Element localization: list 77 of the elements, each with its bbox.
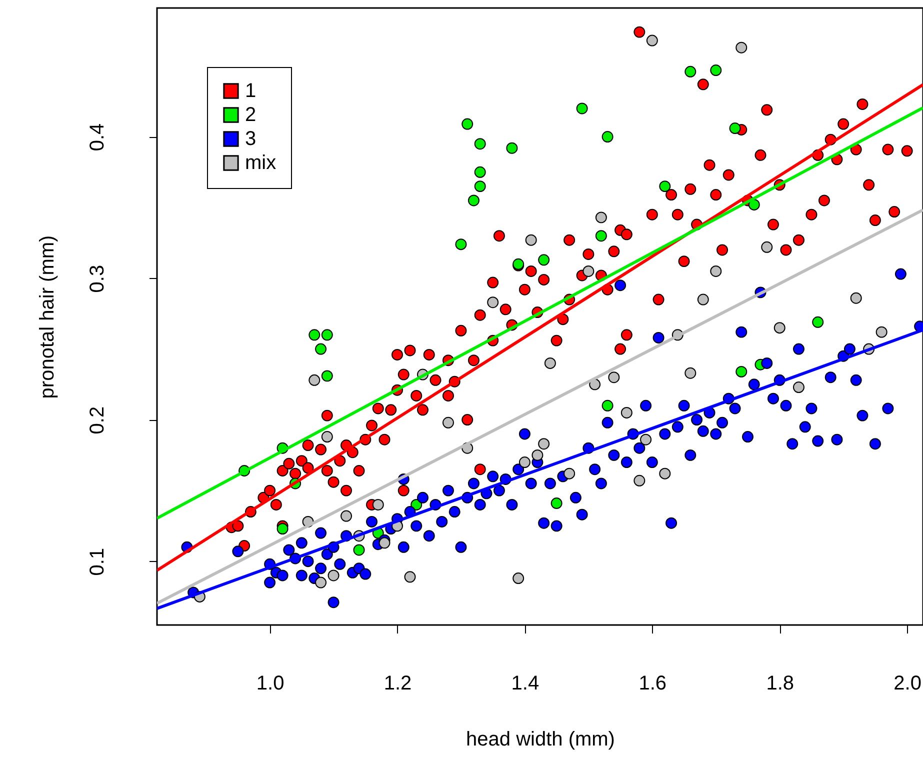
point bbox=[684, 367, 696, 379]
point bbox=[736, 42, 748, 54]
point bbox=[276, 523, 288, 535]
point bbox=[736, 366, 748, 378]
point bbox=[353, 544, 365, 556]
point bbox=[620, 406, 632, 418]
point bbox=[710, 265, 722, 277]
y-axis-title: pronotal hair (mm) bbox=[36, 235, 58, 399]
point bbox=[595, 230, 607, 242]
point bbox=[506, 142, 518, 154]
point bbox=[512, 572, 524, 584]
point bbox=[462, 118, 474, 130]
x-tick-label: 1.8 bbox=[766, 672, 794, 694]
point bbox=[602, 400, 614, 412]
point bbox=[474, 180, 486, 192]
legend-label: 3 bbox=[245, 128, 256, 150]
point bbox=[404, 571, 416, 583]
point bbox=[748, 198, 760, 210]
point bbox=[544, 357, 556, 369]
point bbox=[582, 265, 594, 277]
y-tick-label: 0.1 bbox=[86, 548, 108, 576]
point bbox=[602, 131, 614, 143]
point bbox=[550, 498, 562, 510]
point bbox=[659, 468, 671, 480]
point bbox=[518, 456, 530, 468]
point bbox=[321, 431, 333, 443]
point bbox=[710, 64, 722, 76]
point bbox=[340, 510, 352, 522]
point bbox=[640, 434, 652, 446]
point bbox=[595, 212, 607, 224]
legend-label: mix bbox=[245, 152, 276, 174]
y-tick-label: 0.2 bbox=[86, 406, 108, 434]
point bbox=[532, 449, 544, 461]
point bbox=[608, 372, 620, 384]
point bbox=[659, 180, 671, 192]
point bbox=[468, 194, 480, 206]
x-tick-label: 1.0 bbox=[256, 672, 284, 694]
point bbox=[525, 234, 537, 246]
point bbox=[576, 102, 588, 114]
legend-label: 2 bbox=[245, 104, 256, 126]
point bbox=[321, 329, 333, 341]
point bbox=[372, 498, 384, 510]
x-axis-title: head width (mm) bbox=[466, 728, 615, 750]
point bbox=[308, 374, 320, 386]
point bbox=[564, 468, 576, 480]
point bbox=[850, 292, 862, 304]
point bbox=[474, 138, 486, 150]
point bbox=[315, 576, 327, 588]
legend-label: 1 bbox=[245, 80, 256, 102]
point bbox=[634, 474, 646, 486]
point bbox=[455, 238, 467, 250]
x-tick-label: 1.6 bbox=[638, 672, 667, 694]
point bbox=[474, 166, 486, 178]
point bbox=[729, 122, 741, 134]
point bbox=[538, 438, 550, 450]
point bbox=[315, 343, 327, 355]
point bbox=[774, 322, 786, 334]
point bbox=[487, 296, 499, 308]
point bbox=[876, 326, 888, 338]
point bbox=[308, 329, 320, 341]
point bbox=[792, 382, 804, 393]
point bbox=[589, 378, 601, 390]
x-tick-label: 1.2 bbox=[384, 672, 412, 694]
y-tick-label: 0.3 bbox=[86, 264, 108, 293]
point bbox=[328, 570, 340, 582]
point bbox=[684, 66, 696, 78]
point bbox=[812, 316, 824, 328]
x-tick-label: 2.0 bbox=[894, 672, 922, 694]
point bbox=[321, 370, 333, 382]
point bbox=[697, 294, 709, 306]
y-tick-label: 0.4 bbox=[86, 123, 108, 152]
point bbox=[442, 416, 454, 428]
point bbox=[761, 241, 773, 253]
point bbox=[538, 254, 550, 266]
point bbox=[646, 34, 658, 46]
x-tick-label: 1.4 bbox=[511, 672, 540, 694]
point bbox=[378, 537, 390, 549]
